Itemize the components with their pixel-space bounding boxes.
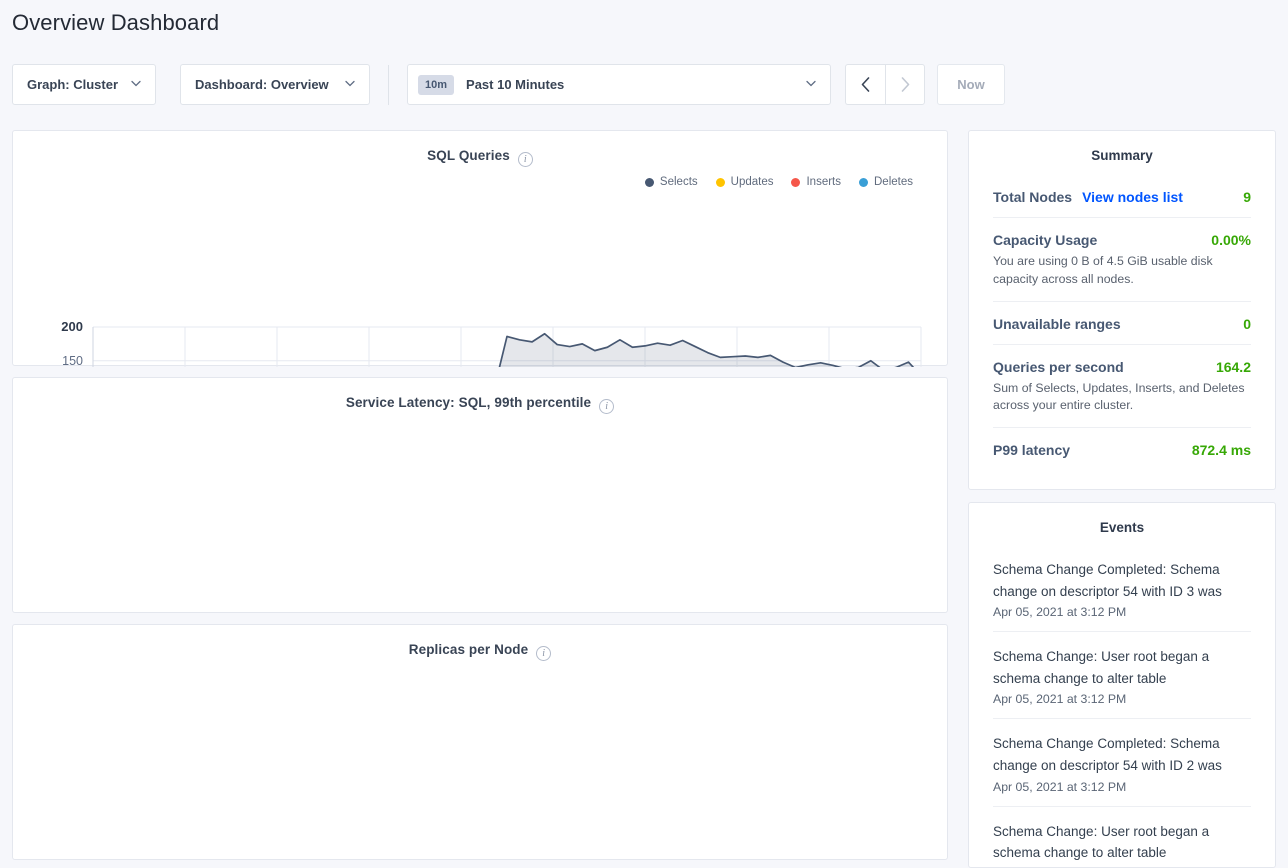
- view-nodes-list-link[interactable]: View nodes list: [1082, 189, 1183, 205]
- summary-value: 0: [1243, 315, 1251, 332]
- summary-row-head: Unavailable ranges 0: [993, 316, 1251, 332]
- event-timestamp: Apr 05, 2021 at 3:11 PM: [993, 867, 1251, 868]
- legend-item[interactable]: Deletes: [859, 176, 913, 188]
- events-panel: Events Schema Change Completed: Schema c…: [968, 502, 1276, 868]
- event-timestamp: Apr 05, 2021 at 3:12 PM: [993, 692, 1127, 707]
- dashboard-select-label: Dashboard: Overview: [195, 77, 329, 92]
- chart-title-sql-queries: SQL Queries i: [13, 131, 947, 167]
- chevron-down-icon: [806, 79, 816, 90]
- chart-title-text: Service Latency: SQL, 99th percentile: [345, 395, 592, 410]
- event-item[interactable]: Schema Change Completed: Schema change o…: [993, 545, 1251, 633]
- graph-select[interactable]: Graph: Cluster: [12, 64, 156, 105]
- summary-value: 164.2: [1215, 358, 1251, 375]
- events-title: Events: [1099, 520, 1145, 535]
- toolbar: Graph: Cluster Dashboard: Overview 10m P…: [12, 64, 1005, 105]
- page-title: Overview Dashboard: [12, 10, 220, 35]
- summary-row: Unavailable ranges 0: [993, 302, 1251, 345]
- summary-rows: Total Nodes View nodes list 9 Capacity Usag…: [969, 167, 1275, 470]
- chart-area-selects: [499, 333, 914, 367]
- legend-item[interactable]: Inserts: [791, 176, 841, 188]
- summary-value: 872.4 ms: [1191, 442, 1251, 459]
- event-item[interactable]: Schema Change: User root began a schema …: [993, 632, 1251, 720]
- chart-card-sql-queries: SQL Queries i Selects Updates Inserts Del…: [12, 130, 949, 367]
- chart-title-replicas-per-node: Replicas per Node i: [13, 625, 947, 661]
- summary-row-head: Queries per second 164.2: [993, 359, 1251, 375]
- chevron-down-icon: [131, 79, 141, 90]
- summary-label: Capacity Usage: [993, 232, 1098, 248]
- chart-title-service-latency: Service Latency: SQL, 99th percentile i: [13, 378, 947, 414]
- event-item[interactable]: Schema Change Completed: Schema change o…: [993, 719, 1251, 807]
- event-text: Schema Change: User root began a schema …: [993, 649, 1210, 686]
- summary-label: Queries per second: [993, 358, 1124, 375]
- summary-row: Capacity Usage 0.00% You are using 0 B of …: [993, 218, 1251, 302]
- legend-label: Selects: [659, 176, 698, 188]
- legend-item[interactable]: Selects: [644, 176, 698, 188]
- legend-label: Inserts: [806, 176, 841, 188]
- event-text: Schema Change: User root began a schema …: [993, 823, 1210, 861]
- y-axis-tick-label: 150: [62, 354, 83, 367]
- chart-svg: 05010015020015:2915:3015:3115:3215:3315:…: [61, 319, 922, 367]
- summary-title: Summary: [1091, 148, 1153, 163]
- y-axis-tick-label: 200: [61, 319, 83, 334]
- legend-dot-selects: [644, 177, 654, 187]
- event-timestamp: Apr 05, 2021 at 3:12 PM: [993, 605, 1127, 620]
- summary-row: Queries per second 164.2 Sum of Selects, U…: [993, 345, 1251, 429]
- event-timestamp: Apr 05, 2021 at 3:12 PM: [993, 779, 1127, 794]
- summary-row-head: Capacity Usage 0.00%: [993, 232, 1251, 248]
- legend-label: Deletes: [874, 176, 913, 188]
- chart-svg: 020406015:2915:3015:3115:3215:3315:3415:…: [13, 625, 949, 861]
- chart-legend-sql-queries: Selects Updates Inserts Deletes: [644, 176, 913, 188]
- chart-plot-sql-queries[interactable]: 05010015020015:2915:3015:3115:3215:3315:…: [13, 131, 949, 367]
- chart-line-selects: [498, 332, 915, 367]
- chart-card-service-latency: Service Latency: SQL, 99th percentile i 0…: [12, 377, 948, 613]
- now-button[interactable]: Now: [937, 64, 1005, 105]
- chart-card-replicas-per-node: Replicas per Node i 020406015:2915:3015:3…: [12, 624, 948, 860]
- time-range-select[interactable]: 10m Past 10 Minutes: [407, 64, 831, 105]
- summary-label: P99 latency: [993, 442, 1071, 459]
- legend-item[interactable]: Updates: [715, 176, 774, 188]
- summary-description: You are using 0 B of 4.5 GiB usable disk…: [993, 254, 1213, 286]
- next-range-button[interactable]: [885, 64, 925, 105]
- info-icon[interactable]: i: [599, 399, 615, 414]
- info-icon[interactable]: i: [517, 152, 533, 167]
- summary-row: P99 latency 872.4 ms: [993, 428, 1251, 470]
- summary-value: 9: [1243, 189, 1251, 205]
- chart-plot-replicas-per-node[interactable]: 020406015:2915:3015:3115:3215:3315:3415:…: [13, 625, 949, 861]
- summary-panel: Summary Total Nodes View nodes list 9 Capac…: [968, 130, 1276, 490]
- previous-range-button[interactable]: [845, 64, 885, 105]
- dashboard-select[interactable]: Dashboard: Overview: [180, 64, 370, 105]
- legend-label: Updates: [730, 176, 774, 188]
- time-range-badge: 10m: [418, 74, 455, 95]
- chevron-down-icon: [345, 79, 355, 90]
- summary-row-head: Total Nodes View nodes list 9: [993, 189, 1251, 205]
- graph-select-label: Graph: Cluster: [27, 77, 119, 92]
- chart-title-text: Replicas per Node: [408, 642, 529, 657]
- summary-description: Sum of Selects, Updates, Inserts, and De…: [993, 380, 1245, 413]
- summary-label: Unavailable ranges: [993, 315, 1121, 332]
- summary-label: Total Nodes: [993, 189, 1073, 205]
- toolbar-divider: [388, 64, 389, 105]
- summary-row: Total Nodes View nodes list 9: [993, 175, 1251, 218]
- event-text: Schema Change Completed: Schema change o…: [993, 736, 1222, 773]
- time-range-label: Past 10 Minutes: [466, 77, 565, 92]
- summary-value: 0.00%: [1211, 232, 1251, 248]
- event-item[interactable]: Schema Change: User root began a schema …: [993, 807, 1251, 868]
- legend-dot-updates: [715, 177, 725, 187]
- chart-title-text: SQL Queries: [427, 148, 510, 163]
- legend-dot-inserts: [791, 177, 801, 187]
- summary-row-head: P99 latency 872.4 ms: [993, 442, 1251, 458]
- chart-svg: 00.40.81.21.615:2915:3015:3115:3215:3315…: [13, 378, 949, 614]
- legend-dot-deletes: [859, 177, 868, 187]
- time-nav-group: [845, 64, 925, 105]
- chart-plot-service-latency[interactable]: 00.40.81.21.615:2915:3015:3115:3215:3315…: [13, 378, 949, 614]
- info-icon[interactable]: i: [536, 646, 552, 661]
- event-text: Schema Change Completed: Schema change o…: [993, 562, 1222, 599]
- events-list: Schema Change Completed: Schema change o…: [969, 539, 1275, 868]
